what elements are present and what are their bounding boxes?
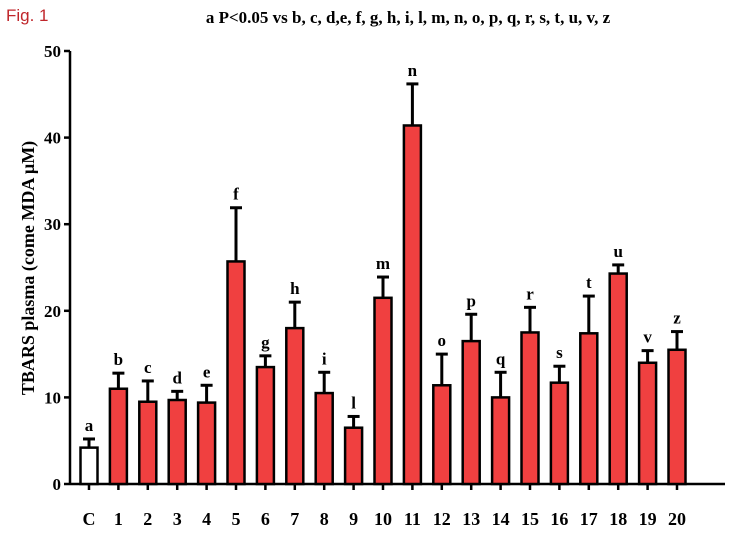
x-tick-label: 12 xyxy=(433,509,451,529)
significance-label: r xyxy=(526,284,534,303)
significance-label: i xyxy=(322,349,327,368)
x-tick-label: 6 xyxy=(261,509,270,529)
x-tick-label: 15 xyxy=(521,509,539,529)
bar-8 xyxy=(314,391,334,486)
significance-label: v xyxy=(643,328,652,347)
x-tick-label: 19 xyxy=(639,509,657,529)
bar-9 xyxy=(343,426,364,486)
x-tick-label: 9 xyxy=(349,509,358,529)
significance-label: e xyxy=(203,362,211,381)
y-tick-label: 0 xyxy=(53,475,62,494)
x-tick-label: 2 xyxy=(143,509,152,529)
x-tick-label: 20 xyxy=(668,509,686,529)
bar-2 xyxy=(138,400,158,486)
bar-6 xyxy=(255,365,276,486)
y-tick-label: 20 xyxy=(44,302,61,321)
bar-11 xyxy=(402,124,423,486)
x-tick-label: 4 xyxy=(202,509,211,529)
bar-4 xyxy=(196,401,217,486)
significance-label: s xyxy=(556,343,563,362)
chart-title: a P<0.05 vs b, c, d,e, f, g, h, i, l, m,… xyxy=(206,8,611,27)
x-tick-label: 11 xyxy=(404,509,421,529)
data-labels: a b c d e f g h i l m n o p q r s t u v z xyxy=(85,61,681,435)
significance-label: m xyxy=(376,254,390,273)
figure-label: Fig. 1 xyxy=(6,6,49,25)
significance-label: u xyxy=(613,242,622,261)
x-tick-label: 8 xyxy=(320,509,329,529)
y-axis-label: TBARS plasma (come MDA µM) xyxy=(18,141,39,395)
significance-label: z xyxy=(673,309,681,328)
x-tick-label: 16 xyxy=(550,509,568,529)
significance-label: l xyxy=(351,393,356,412)
y-tick-label: 10 xyxy=(44,388,61,407)
bar-13 xyxy=(461,339,481,486)
significance-label: p xyxy=(466,291,475,310)
significance-label: b xyxy=(114,350,123,369)
bar-18 xyxy=(608,272,628,486)
bar-17 xyxy=(579,332,599,486)
x-tick-label: 5 xyxy=(232,509,241,529)
x-tick-label: 7 xyxy=(290,509,299,529)
significance-label: h xyxy=(290,279,300,298)
bar-1 xyxy=(108,387,129,486)
x-tick-label: 3 xyxy=(173,509,182,529)
x-tick-label: 1 xyxy=(114,509,123,529)
x-tick-label: C xyxy=(83,509,96,529)
bar-C xyxy=(79,446,99,486)
x-tick-label: 14 xyxy=(492,509,510,529)
x-tick-label: 17 xyxy=(580,509,598,529)
bar-5 xyxy=(226,260,246,486)
significance-label: a xyxy=(85,416,94,435)
bar-19 xyxy=(637,361,658,486)
y-tick-label: 30 xyxy=(44,215,61,234)
significance-label: q xyxy=(496,349,506,368)
significance-label: o xyxy=(438,331,447,350)
significance-label: n xyxy=(408,61,418,80)
bar-15 xyxy=(520,331,540,486)
x-tick-label: 18 xyxy=(609,509,627,529)
bar-7 xyxy=(285,326,305,486)
bar-3 xyxy=(167,398,187,486)
bar-12 xyxy=(432,384,452,486)
significance-label: g xyxy=(261,333,270,352)
significance-label: d xyxy=(172,368,182,387)
bar-10 xyxy=(373,296,393,486)
significance-label: c xyxy=(144,358,152,377)
y-tick-label: 40 xyxy=(44,129,61,148)
y-tick-label: 50 xyxy=(44,42,61,61)
bar-20 xyxy=(667,348,687,486)
x-tick-label: 13 xyxy=(462,509,480,529)
significance-label: t xyxy=(586,273,592,292)
bars xyxy=(79,82,687,486)
x-tick-labels: C 1 2 3 4 5 6 7 8 9 10 11 12 13 14 15 16 17 18 19 20 xyxy=(83,509,687,529)
bar-16 xyxy=(549,381,570,486)
bar-14 xyxy=(490,396,511,486)
x-tick-label: 10 xyxy=(374,509,392,529)
significance-label: f xyxy=(233,185,239,204)
